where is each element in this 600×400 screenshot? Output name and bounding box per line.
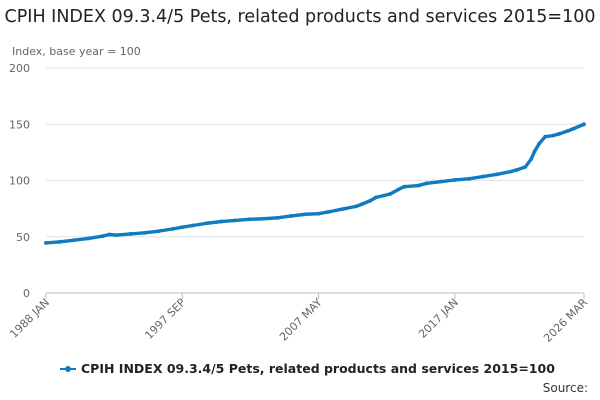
data-point [571,126,576,131]
data-point [114,233,119,237]
data-point [128,232,133,236]
data-point [532,149,537,154]
data-point [275,215,280,220]
data-point [368,198,373,203]
data-point [374,195,378,200]
data-point [481,174,485,179]
x-tick-label: 1988 JAN [7,296,52,341]
x-tick-label: 2026 MAR [541,296,590,345]
data-point [424,181,429,186]
source-label: Source: [543,381,588,395]
data-point [543,134,548,139]
data-point [402,184,407,189]
data-point [416,183,421,188]
data-point [142,230,147,235]
data-point [523,165,528,169]
data-point [466,176,471,181]
data-point [396,187,401,192]
data-point [326,210,330,214]
x-tick-label: 2007 MAY [277,296,325,344]
data-point [219,219,223,224]
data-point [261,216,266,221]
data-point [205,221,209,226]
series-line [44,122,586,245]
data-point [303,212,308,217]
data-point [100,234,105,239]
y-tick-label: 50 [16,231,30,244]
x-tick-label: 1997 SEP [142,296,188,342]
data-point [156,229,161,234]
chart-title: CPIH INDEX 09.3.4/5 Pets, related produc… [4,7,596,27]
data-point [340,207,344,212]
data-point [180,225,185,230]
data-point [537,141,542,146]
data-point [72,238,77,243]
data-point [557,131,562,136]
data-point [565,129,570,133]
data-point [316,211,321,216]
y-tick-label: 0 [23,287,30,300]
data-point [354,204,359,209]
y-tick-label: 150 [9,118,30,131]
data-point [247,217,252,222]
data-point [438,179,443,184]
data-point [582,122,586,127]
data-point [44,241,48,245]
data-point [107,232,112,237]
axes: 0 50 100 150 200 1988 JAN 1997 SEP 2007 MAY 2017… [7,62,590,345]
data-point [170,226,175,231]
series-layer [44,122,586,245]
y-tick-label: 200 [9,62,30,75]
legend-label: CPIH INDEX 09.3.4/5 Pets, related produc… [81,361,555,376]
legend-swatch-marker [65,366,71,372]
data-point [289,214,294,218]
data-point [495,172,499,177]
data-point [360,202,364,207]
gridlines [46,67,584,238]
data-point [551,133,556,138]
legend[interactable]: CPIH INDEX 09.3.4/5 Pets, related produc… [60,361,555,376]
data-point [86,236,91,241]
y-tick-label: 100 [9,175,30,188]
data-point [233,218,238,223]
data-point [515,167,519,172]
data-point [58,239,62,244]
data-point [190,223,195,228]
x-tick-label: 2017 JAN [416,296,461,341]
data-point [509,169,514,174]
data-point [529,157,534,162]
data-point [388,192,393,196]
data-point [452,178,457,182]
y-axis-label: Index, base year = 100 [12,45,141,58]
